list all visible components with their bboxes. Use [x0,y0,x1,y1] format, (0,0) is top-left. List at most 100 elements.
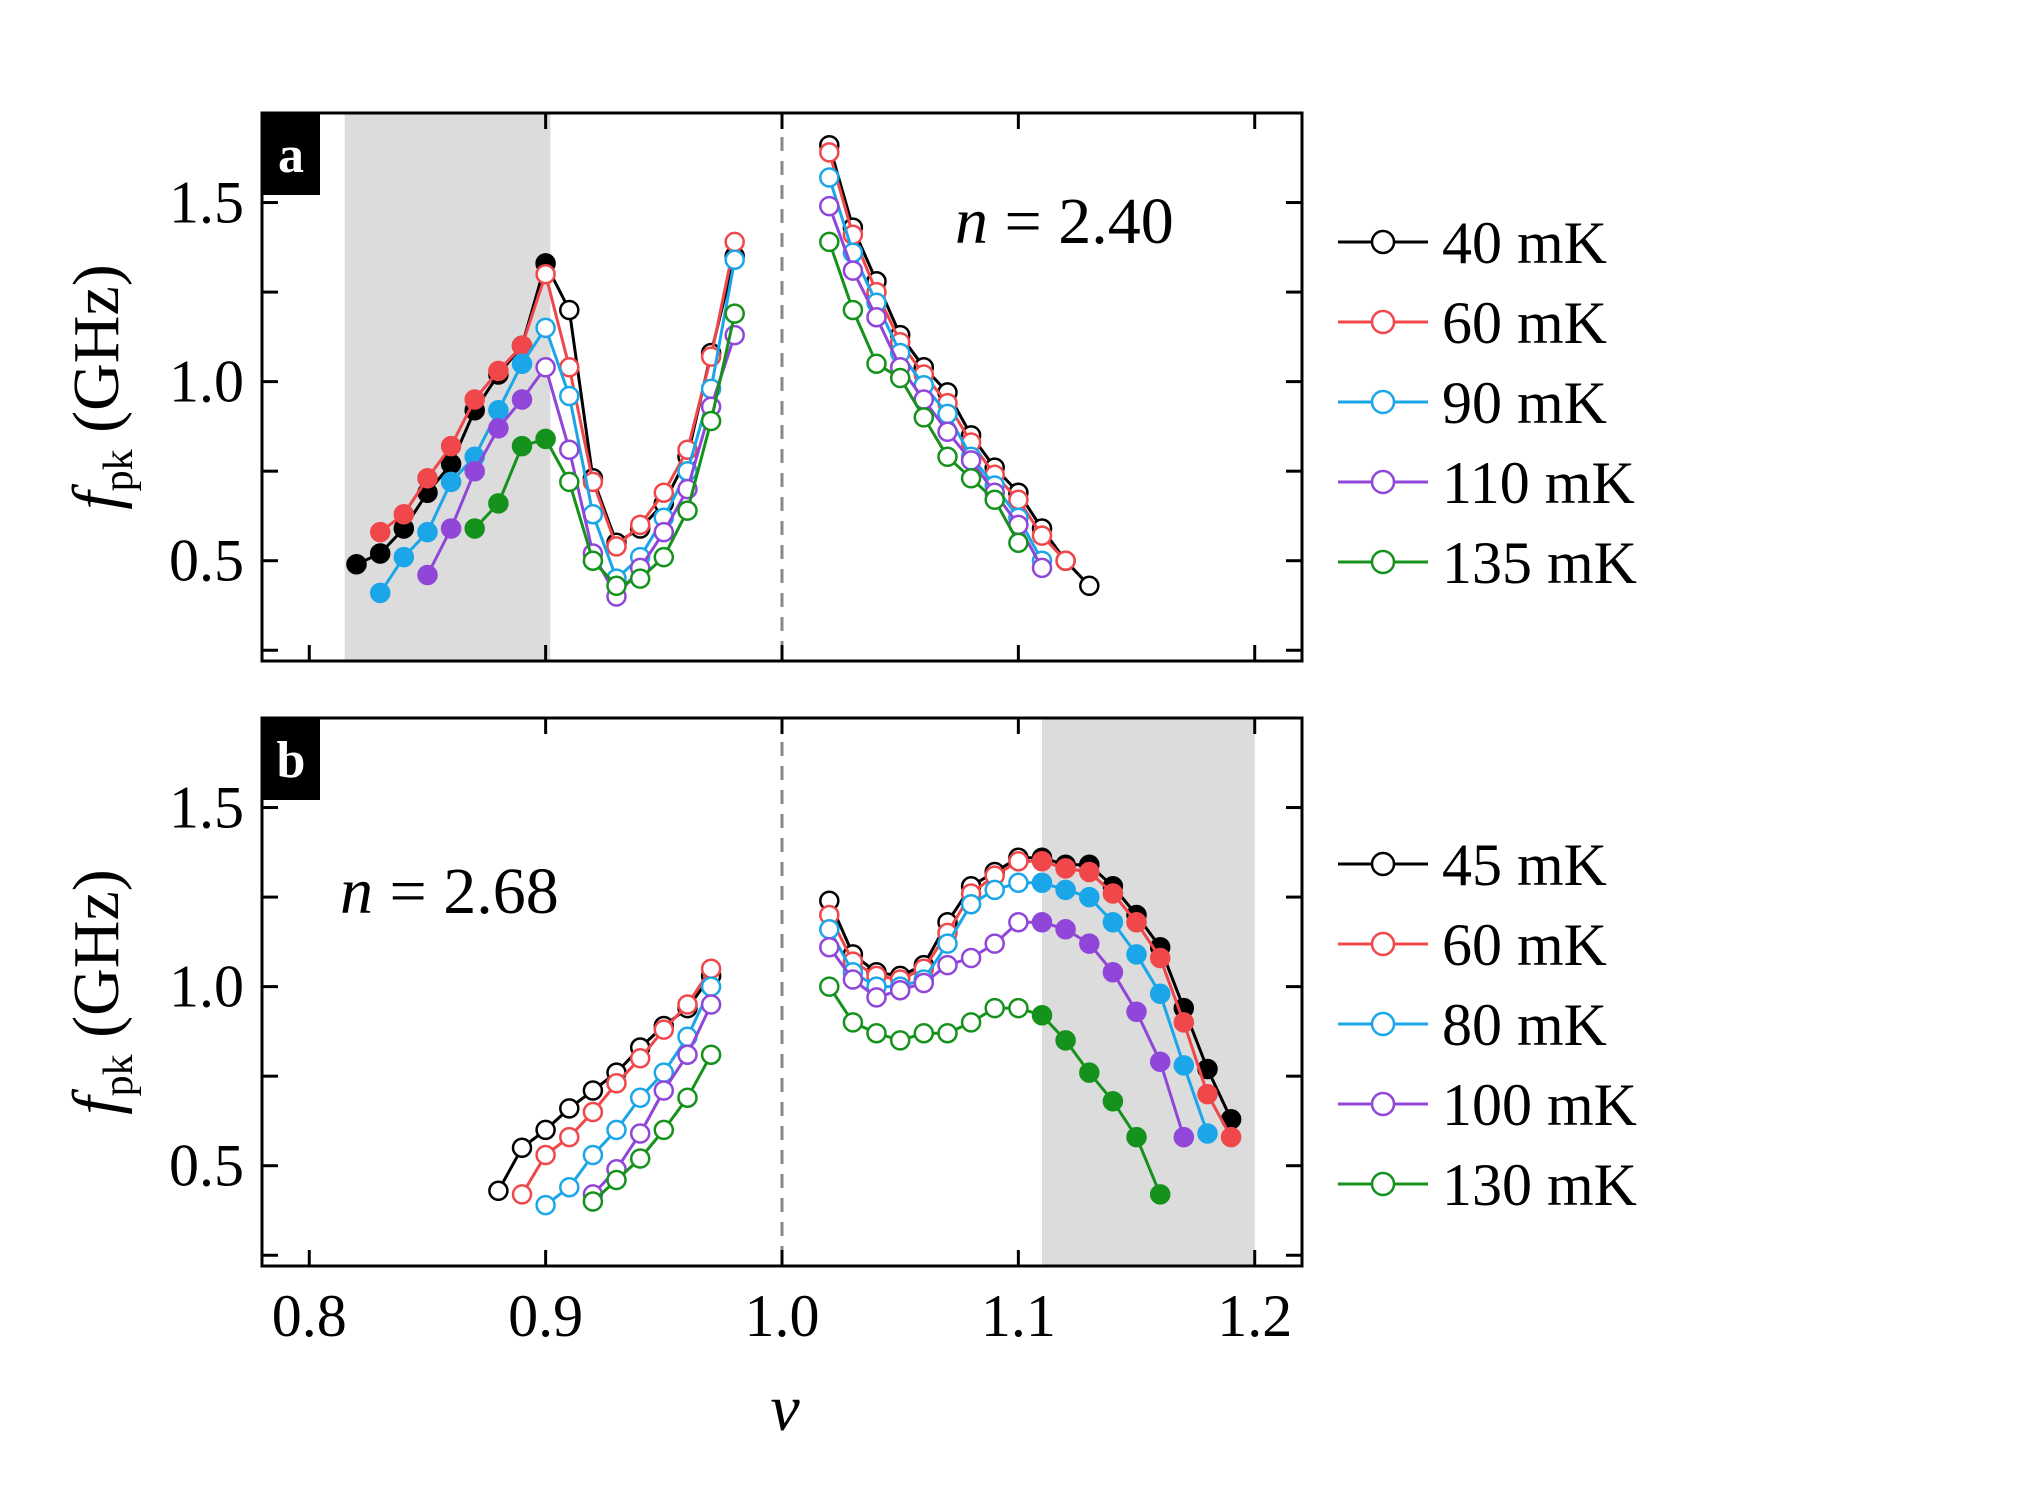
data-point [417,521,438,543]
data-point [1079,1062,1100,1083]
panel-a-annotation-eq: = [988,185,1058,258]
data-point [842,1012,864,1033]
data-point [724,231,745,253]
panel-a-annotation-value: 2.40 [1058,185,1174,258]
legend-label: 40 mK [1442,210,1607,276]
data-point [913,407,935,428]
legend-item: 60 mK [1338,290,1607,356]
data-point [464,518,485,539]
panel-b-annotation-var: n [340,855,373,928]
data-point [1055,879,1076,901]
data-point [440,471,462,493]
data-point [559,471,580,493]
data-point [369,582,391,604]
panel-b: 0.5 1.0 1.5 0.8 0.9 1.0 1.1 1.2 b n = 2.68 fpk… [60,716,1637,1445]
data-point [369,521,391,543]
panel-a-y-axis-sub: pk [96,449,142,491]
x-tick-label: 1.1 [981,1283,1056,1349]
data-point [1079,886,1100,908]
data-point [1008,911,1029,933]
legend-item: 40 mK [1338,210,1607,276]
data-point [842,969,864,990]
data-point [440,518,462,539]
panel-b-tag: b [277,732,306,789]
data-point [1102,1090,1124,1112]
panel-a-series-2 [369,142,1076,571]
data-point [535,1144,556,1166]
legend-label: 110 mK [1442,450,1635,516]
legend-marker [1370,229,1396,255]
data-point [1102,883,1124,904]
panel-a-shaded-region [344,113,551,661]
data-point [984,933,1005,954]
data-point [1008,851,1029,872]
y-tick-label: 0.5 [169,528,244,594]
panel-b-legend: 45 mK 60 mK 80 mK 100 mK 130 mK [1338,832,1637,1218]
panel-b-y-axis-unit: (GHz) [60,869,133,1054]
data-point [511,389,533,410]
data-point [629,1048,651,1069]
panel-b-annotation-value: 2.68 [443,855,559,928]
panel-a-series-5-line-1 [473,313,737,588]
legend-item: 100 mK [1338,1072,1637,1138]
data-point [511,1184,533,1205]
data-point [582,1144,604,1166]
data-point [1220,1126,1242,1148]
data-point [606,575,627,597]
legend-label: 45 mK [1442,832,1607,898]
data-point [700,1044,722,1065]
data-point [700,958,722,979]
x-tick-label: 0.9 [508,1283,583,1349]
data-point [629,514,651,536]
legend-marker [1370,851,1396,877]
legend-label: 130 mK [1442,1152,1637,1218]
data-point [866,987,887,1008]
data-point [606,1169,627,1191]
data-point [417,564,438,586]
y-tick-label: 1.0 [169,954,244,1020]
data-point [1031,557,1053,579]
data-point [937,421,958,443]
data-point [819,231,840,253]
data-point [653,546,675,568]
data-point [1149,947,1171,969]
data-point [464,389,485,410]
legend-item: 135 mK [1338,530,1637,596]
x-tick-label: 1.2 [1217,1283,1292,1349]
panel-b-y-tick-labels: 0.5 1.0 1.5 [169,775,244,1199]
panel-a-tag: a [278,127,304,184]
data-point [606,1073,627,1094]
panel-a-series-group [346,134,1100,607]
panel-a-series-4 [417,195,1053,607]
data-point [653,521,675,543]
data-point [1173,1012,1195,1033]
panel-a-y-tick-labels: 0.5 1.0 1.5 [169,170,244,594]
data-point [1173,1055,1195,1076]
data-point [1102,911,1124,933]
data-point [819,936,840,958]
data-point [1079,861,1100,883]
data-point [724,249,745,271]
data-point [1031,911,1053,933]
data-point [700,976,722,997]
data-point [1079,933,1100,954]
legend-label: 100 mK [1442,1072,1637,1138]
data-point [889,979,911,1001]
data-point [1102,962,1124,983]
panel-b-annotation-eq: = [373,855,443,928]
data-point [346,554,367,575]
data-point [677,1044,698,1065]
data-point [960,1012,982,1033]
data-point [1079,575,1100,597]
data-point [1149,1184,1171,1205]
data-point [511,353,533,374]
panel-a-annotation: n = 2.40 [955,185,1174,258]
data-point [629,568,651,589]
data-point [700,994,722,1015]
panel-b-y-axis-sub: pk [96,1054,142,1096]
data-point [937,933,958,954]
legend-label: 60 mK [1442,290,1607,356]
data-point [1031,525,1053,546]
data-point [559,1176,580,1198]
